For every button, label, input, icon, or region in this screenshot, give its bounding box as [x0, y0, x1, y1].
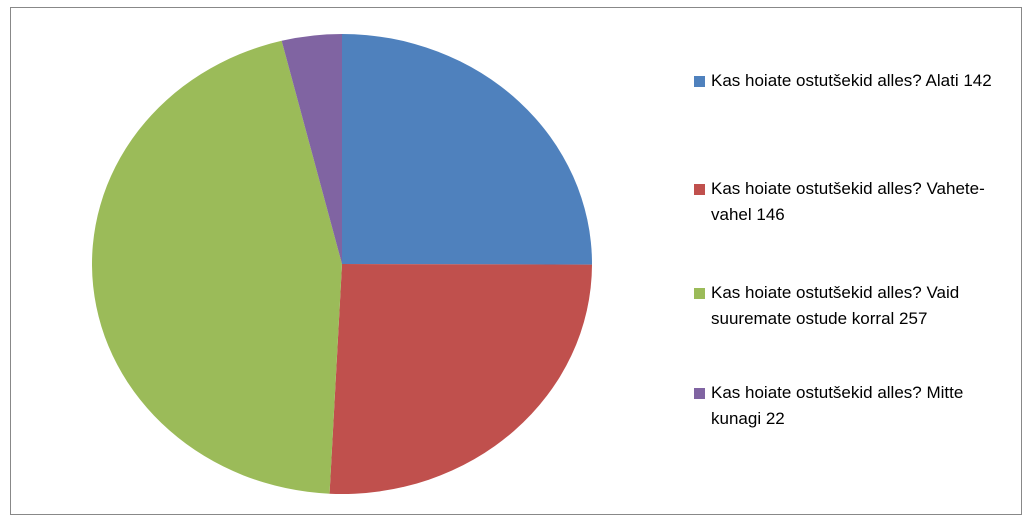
pie-slice [342, 34, 592, 265]
legend-label: Kas hoiate ostutšekid alles? Vahete-vahe… [711, 179, 985, 224]
legend-swatch [694, 184, 705, 195]
legend-entry: Kas hoiate ostutšekid alles? Mitte kunag… [694, 380, 994, 432]
legend-entry: Kas hoiate ostutšekid alles? Alati 142 [694, 68, 994, 94]
legend-label: Kas hoiate ostutšekid alles? Alati 142 [711, 71, 992, 90]
legend-swatch [694, 76, 705, 87]
legend-swatch [694, 388, 705, 399]
legend-entry: Kas hoiate ostutšekid alles? Vahete-vahe… [694, 176, 994, 228]
legend-label: Kas hoiate ostutšekid alles? Mitte kunag… [711, 383, 964, 428]
chart-frame [10, 7, 1022, 515]
legend-entry: Kas hoiate ostutšekid alles? Vaid suurem… [694, 280, 994, 332]
legend-label: Kas hoiate ostutšekid alles? Vaid suurem… [711, 283, 960, 328]
legend-swatch [694, 288, 705, 299]
pie-slice [329, 264, 592, 494]
pie-slice [281, 34, 342, 264]
pie-slice [92, 40, 342, 494]
